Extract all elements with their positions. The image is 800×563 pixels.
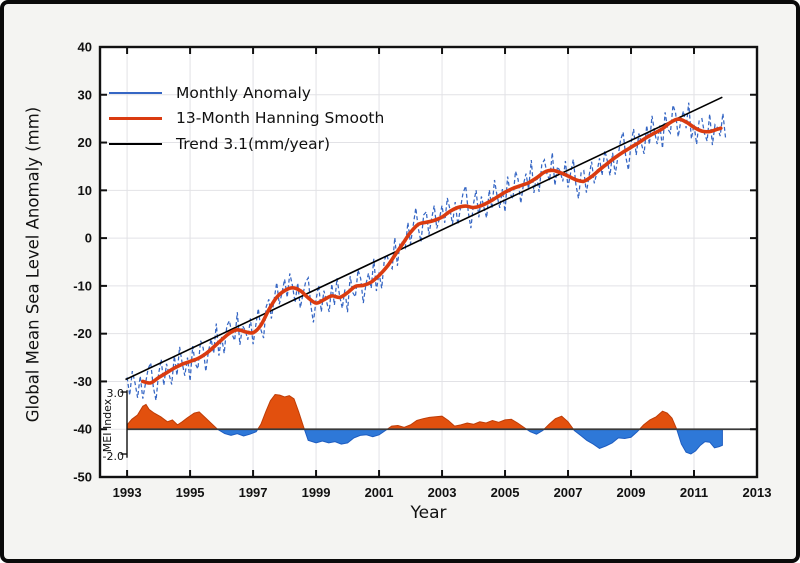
y-tick-label: -40	[73, 422, 92, 437]
x-tick-label: 1997	[239, 485, 268, 500]
mei-negative-area	[126, 429, 723, 455]
legend-trend-line-icon	[109, 142, 162, 145]
y-tick-label: -10	[73, 278, 92, 293]
x-tick-label: 2007	[554, 485, 583, 500]
x-tick-label: 2001	[365, 485, 394, 500]
y-tick-label: 0	[85, 231, 92, 246]
y-tick-label: 40	[78, 40, 92, 55]
y-tick-label: -20	[73, 326, 92, 341]
y-tick-label: -50	[73, 470, 92, 485]
legend-item-monthly-anomaly: Monthly Anomaly	[109, 80, 384, 106]
legend-item-trend: Trend 3.1(mm/year)	[109, 131, 384, 157]
plot-area	[100, 47, 757, 477]
legend-smooth-line-icon	[109, 116, 162, 120]
trend-line	[125, 96, 723, 381]
x-tick-label: 1993	[113, 485, 142, 500]
x-axis-label: Year	[410, 503, 447, 523]
tick-labels: 1993 1995 1997 1999 2001 2003 2005 2007 2009 2011…	[73, 40, 771, 501]
y-tick-label: 10	[78, 183, 92, 198]
x-tick-label: 2011	[680, 485, 708, 500]
y-tick-label: 20	[78, 135, 92, 150]
sea-level-chart: 1993 1995 1997 1999 2001 2003 2005 2007 2009 2011…	[73, 40, 771, 501]
legend-label: Monthly Anomaly	[176, 83, 311, 102]
hanning-smooth-line	[141, 117, 723, 385]
x-tick-label: 2005	[491, 485, 520, 500]
legend-label: 13-Month Hanning Smooth	[176, 109, 385, 128]
x-tick-label: 1999	[302, 485, 331, 500]
y-tick-label: 30	[78, 87, 92, 102]
x-tick-label: 2003	[428, 485, 457, 500]
legend: Monthly Anomaly 13-Month Hanning Smooth …	[109, 80, 384, 157]
x-tick-label: 2009	[617, 485, 646, 500]
mei-positive-area	[126, 393, 723, 430]
legend-label: Trend 3.1(mm/year)	[176, 134, 331, 153]
axis-ticks	[100, 46, 758, 478]
y-tick-label: -30	[73, 374, 92, 389]
x-tick-label: 1995	[176, 485, 205, 500]
legend-monthly-line-icon	[109, 91, 162, 94]
gridlines	[100, 47, 757, 477]
legend-item-hanning-smooth: 13-Month Hanning Smooth	[109, 106, 384, 132]
plot-frame	[98, 45, 759, 479]
x-tick-label: 2013	[743, 485, 772, 500]
